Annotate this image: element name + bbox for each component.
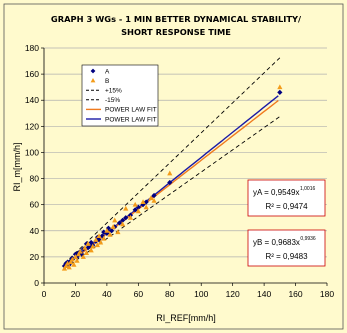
plot-area: 0 20 40 60 80 100 120 140 160 180 0 20 40 60 80 100 120 1… <box>25 43 335 299</box>
data-point-b <box>277 84 283 90</box>
data-point-b <box>140 199 146 205</box>
data-point-b <box>83 250 90 255</box>
legend-entry-label: +15% <box>105 88 122 95</box>
y-tick-label: 40 <box>30 226 40 236</box>
chart-title-line-2: SHORT RESPONSE TIME <box>121 27 231 37</box>
data-point-b <box>98 239 104 245</box>
equation-box <box>247 179 326 217</box>
data-point-b <box>63 263 69 269</box>
legend-swatch-b <box>90 78 96 83</box>
equation-text: yB = 0,9683x <box>253 238 300 247</box>
x-tick-label: 40 <box>102 289 112 299</box>
legend-entry-label: POWER LAW FIT <box>105 116 157 123</box>
data-point-b <box>85 241 91 246</box>
data-point-b <box>74 258 80 263</box>
data-point-b <box>123 205 129 211</box>
data-point-b <box>72 254 79 259</box>
equation-exponent: 0,9936 <box>300 236 316 242</box>
y-tick-label: 180 <box>25 43 39 53</box>
data-point-a <box>277 89 283 95</box>
data-point-b <box>148 195 154 201</box>
y-tick-label: 100 <box>25 147 39 157</box>
data-point-b <box>132 201 138 207</box>
data-point-b <box>143 204 149 210</box>
chart-title-line-1: GRAPH 3 WGs - 1 MIN BETTER DYNAMICAL STA… <box>51 14 302 24</box>
y-tick-label: 0 <box>34 278 39 288</box>
data-point-b <box>104 227 110 233</box>
legend-entry-label: -15% <box>105 97 120 104</box>
x-tick-label: 180 <box>320 289 334 299</box>
data-point-b <box>96 233 102 238</box>
y-tick-label: 120 <box>25 121 39 131</box>
data-point-a <box>167 179 173 186</box>
data-point-b <box>69 256 75 262</box>
data-point-b <box>115 229 121 235</box>
y-tick-label: 60 <box>30 200 40 210</box>
x-tick-label: 140 <box>257 289 271 299</box>
legend-entry-label: B <box>105 78 109 85</box>
equation-exponent: 1,0016 <box>300 186 316 192</box>
data-point-a <box>120 217 126 223</box>
r-squared-text: R² = 0,9474 <box>265 202 308 211</box>
equation-text: yA = 0,9549x <box>253 188 299 197</box>
data-point-b <box>66 264 72 270</box>
x-tick-label: 60 <box>134 289 144 299</box>
data-point-b <box>107 231 113 237</box>
y-tick-label: 80 <box>30 174 40 184</box>
data-point-b <box>151 197 157 203</box>
x-tick-label: 0 <box>42 289 47 299</box>
data-point-a <box>101 229 107 235</box>
data-point-a <box>151 192 157 199</box>
data-point-b <box>68 259 74 265</box>
data-point-b <box>110 224 116 229</box>
data-point-b <box>64 260 71 266</box>
data-point-b <box>101 235 107 241</box>
x-tick-label: 100 <box>194 289 208 299</box>
data-point-a <box>109 228 115 234</box>
legend-swatch-a <box>90 68 96 74</box>
reference-line <box>64 57 281 264</box>
data-point-b <box>90 243 96 249</box>
data-point-b <box>112 217 118 223</box>
data-point-b <box>120 221 126 227</box>
y-tick-label: 20 <box>30 252 40 262</box>
data-point-b <box>71 261 77 267</box>
x-tick-label: 20 <box>71 289 81 299</box>
data-point-a <box>132 207 138 213</box>
data-point-b <box>82 244 88 250</box>
chart-border <box>3 3 344 330</box>
data-point-b <box>127 214 134 220</box>
y-tick-label: 140 <box>25 95 39 105</box>
legend-entry-label: POWER LAW FIT <box>105 107 157 114</box>
data-point-a <box>116 220 123 226</box>
r-squared-text: R² = 0,9483 <box>265 252 308 261</box>
data-point-b <box>61 265 68 271</box>
y-tick-label: 160 <box>25 69 39 79</box>
equation-box <box>247 229 326 267</box>
x-tick-label: 160 <box>288 289 302 299</box>
legend-entry-label: A <box>105 68 110 75</box>
data-point-b <box>135 208 141 214</box>
data-point-b <box>94 242 101 248</box>
x-tick-label: 80 <box>165 289 175 299</box>
data-point-b <box>167 170 173 176</box>
data-point-b <box>77 248 83 254</box>
legend-box <box>81 64 159 127</box>
x-axis-label: RI_REF[mm/h] <box>156 313 216 323</box>
data-point-b <box>93 237 99 242</box>
data-point-a <box>123 215 129 221</box>
y-axis-label: RI_m[mm/h] <box>12 142 22 191</box>
x-tick-label: 120 <box>226 289 240 299</box>
data-point-b <box>88 247 94 253</box>
data-point-b <box>75 251 82 257</box>
data-point-b <box>80 254 86 259</box>
